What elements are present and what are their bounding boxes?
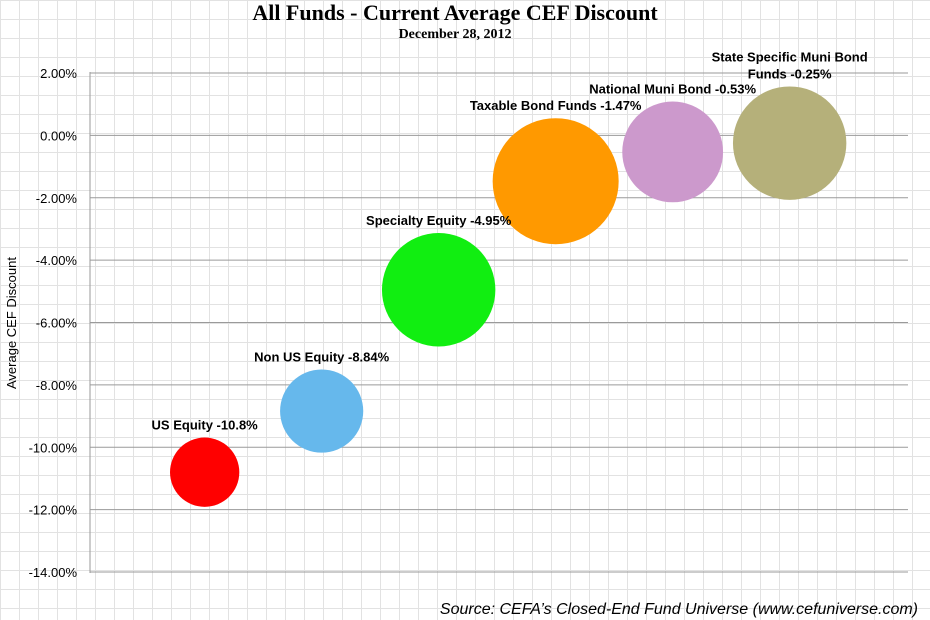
data-label: State Specific Muni Bond bbox=[712, 49, 868, 64]
y-tick-labels: 2.00% 0.00% -2.00% -4.00% -6.00% -8.00% -10.00… bbox=[29, 66, 78, 580]
y-tick-label: 0.00% bbox=[40, 128, 77, 143]
data-label: Non US Equity -8.84% bbox=[254, 349, 390, 364]
source-note: Source: CEFA’s Closed-End Fund Universe … bbox=[440, 601, 918, 618]
bubble-non-us-equity bbox=[280, 369, 364, 453]
y-tick-label: -10.00% bbox=[29, 440, 78, 455]
data-labels: US Equity -10.8% Non US Equity -8.84% Spec… bbox=[152, 49, 868, 432]
bubble-us-equity bbox=[170, 437, 240, 507]
y-tick-label: -6.00% bbox=[36, 316, 78, 331]
data-label: Specialty Equity -4.95% bbox=[366, 213, 512, 228]
data-label: Taxable Bond Funds -1.47% bbox=[470, 98, 642, 113]
bubble-national-muni-bond bbox=[622, 101, 724, 203]
y-tick-label: -12.00% bbox=[29, 503, 78, 518]
bubbles bbox=[170, 86, 847, 507]
y-tick-label: -8.00% bbox=[36, 378, 78, 393]
y-tick-label: 2.00% bbox=[40, 66, 77, 81]
y-tick-label: -14.00% bbox=[29, 565, 78, 580]
data-label: National Muni Bond -0.53% bbox=[589, 82, 756, 97]
bubble-taxable-bond-funds bbox=[492, 118, 619, 245]
chart-subtitle: December 28, 2012 bbox=[399, 27, 512, 42]
y-tick-label: -4.00% bbox=[36, 253, 78, 268]
bubble-state-specific-muni-bond-funds bbox=[732, 86, 847, 200]
y-tick-label: -2.00% bbox=[36, 191, 78, 206]
data-label: Funds -0.25% bbox=[748, 66, 832, 81]
data-label: US Equity -10.8% bbox=[152, 418, 259, 433]
chart-title: All Funds - Current Average CEF Discount bbox=[252, 0, 658, 25]
y-axis-label: Average CEF Discount bbox=[4, 257, 19, 389]
bubble-specialty-equity bbox=[381, 233, 496, 347]
